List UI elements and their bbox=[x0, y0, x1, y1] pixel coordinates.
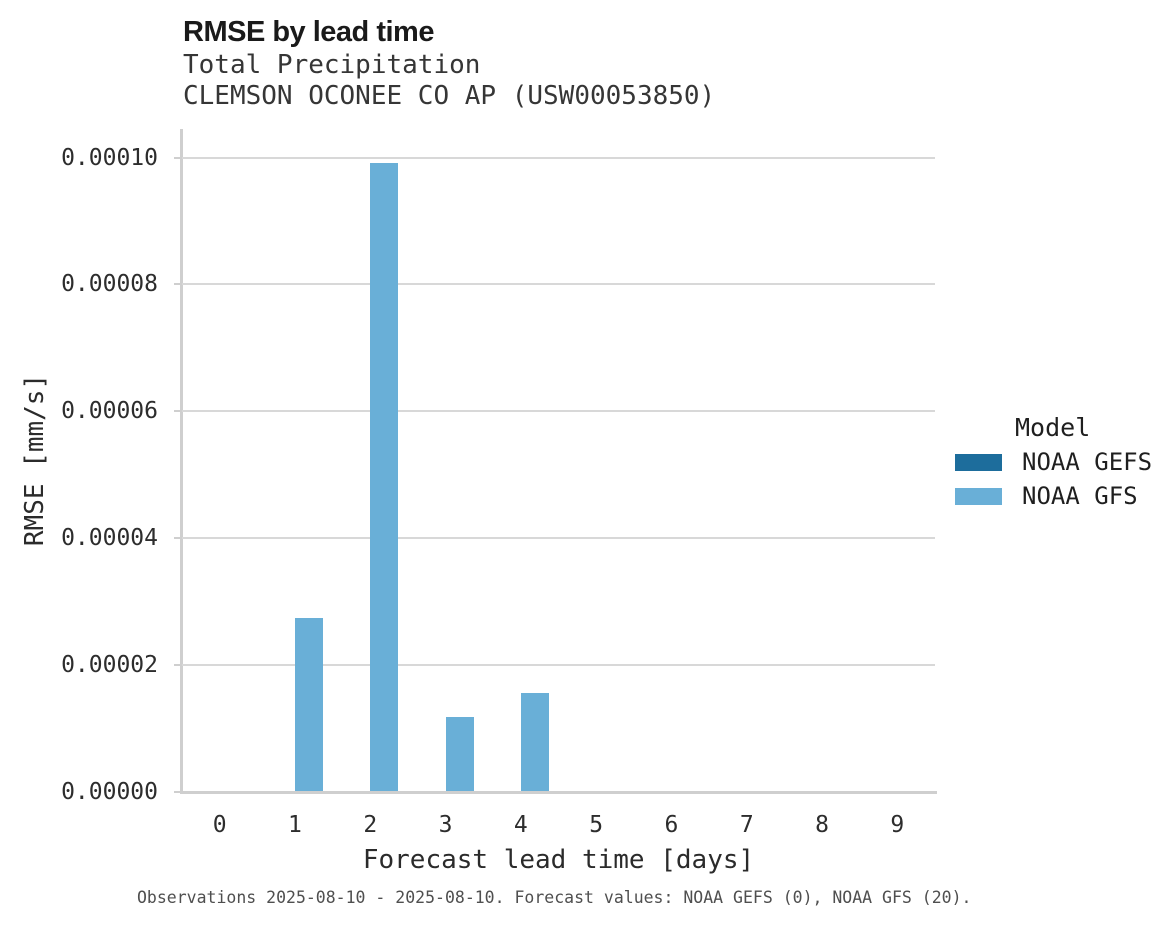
bar-noaa-gfs-lead-3 bbox=[445, 716, 474, 792]
legend-swatch-noaa-gfs bbox=[955, 488, 1002, 505]
gridline bbox=[182, 410, 935, 413]
x-tick-label: 8 bbox=[815, 812, 829, 838]
y-tick-label: 0.00002 bbox=[61, 651, 158, 678]
y-tick-mark bbox=[174, 283, 182, 286]
gridline bbox=[182, 283, 935, 286]
gridline bbox=[182, 156, 935, 159]
x-axis-title: Forecast lead time [days] bbox=[362, 845, 755, 875]
x-tick-label: 9 bbox=[890, 812, 905, 838]
y-tick-mark bbox=[174, 790, 182, 793]
gridline bbox=[182, 663, 935, 666]
y-tick-label: 0.00006 bbox=[61, 398, 158, 425]
x-tick-label: 5 bbox=[589, 812, 604, 838]
y-tick-label: 0.00004 bbox=[61, 524, 158, 551]
bar-noaa-gfs-lead-4 bbox=[520, 693, 550, 792]
chart-subtitle-variable: Total Precipitation bbox=[183, 50, 481, 80]
legend-label-noaa-gfs: NOAA GFS bbox=[1022, 482, 1138, 510]
y-tick-label: 0.00008 bbox=[61, 271, 158, 298]
y-tick-mark bbox=[174, 410, 182, 413]
caption: Observations 2025-08-10 - 2025-08-10. Fo… bbox=[137, 888, 972, 907]
x-tick-label: 4 bbox=[513, 812, 528, 838]
x-tick-label: 2 bbox=[363, 812, 378, 838]
x-tick-label: 1 bbox=[288, 812, 302, 838]
y-tick-mark bbox=[174, 663, 182, 666]
chart-title: RMSE by lead time bbox=[183, 16, 434, 48]
x-axis-line bbox=[180, 791, 937, 794]
x-tick-label: 0 bbox=[212, 812, 227, 838]
y-axis-line bbox=[180, 129, 183, 794]
legend-swatch-noaa-gefs bbox=[955, 454, 1002, 471]
x-tick-label: 7 bbox=[739, 812, 754, 838]
y-tick-label: 0.00010 bbox=[61, 144, 158, 171]
legend-title: Model bbox=[1015, 413, 1091, 442]
y-tick-label: 0.00000 bbox=[61, 778, 158, 805]
x-tick-label: 3 bbox=[438, 812, 453, 838]
y-tick-mark bbox=[174, 156, 182, 159]
y-tick-mark bbox=[174, 536, 182, 539]
bar-noaa-gfs-lead-1 bbox=[294, 618, 324, 792]
legend-label-noaa-gefs: NOAA GEFS bbox=[1022, 448, 1153, 476]
chart-subtitle-station: CLEMSON OCONEE CO AP (USW00053850) bbox=[183, 81, 716, 111]
bar-noaa-gfs-lead-2 bbox=[370, 162, 399, 792]
gridline bbox=[182, 536, 935, 539]
x-tick-label: 6 bbox=[664, 812, 679, 838]
